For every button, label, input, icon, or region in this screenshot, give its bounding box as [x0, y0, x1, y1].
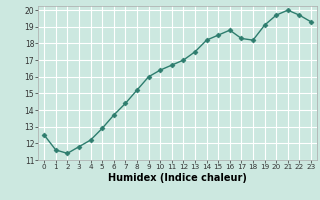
X-axis label: Humidex (Indice chaleur): Humidex (Indice chaleur) — [108, 173, 247, 183]
